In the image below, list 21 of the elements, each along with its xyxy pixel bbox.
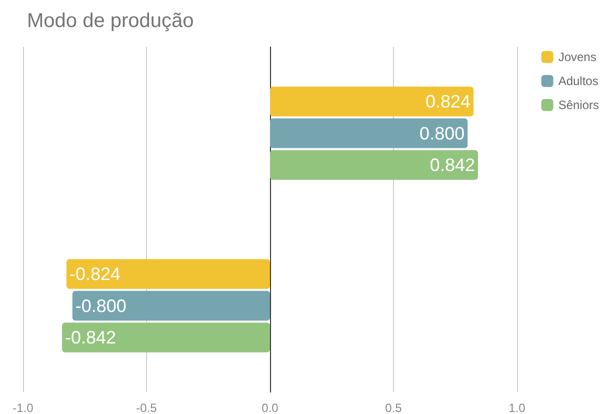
chart-title: Modo de produção [27, 10, 194, 32]
bar [66, 259, 270, 289]
x-tick-label: 0.0 [262, 401, 279, 414]
bar [270, 86, 474, 116]
legend-label: Sêniors [558, 98, 599, 112]
data-label: -0.842 [65, 327, 116, 348]
data-label: 0.800 [420, 123, 465, 144]
data-label: 0.842 [430, 154, 475, 175]
x-tick-label: 1.0 [508, 401, 526, 414]
legend-label: Jovens [558, 50, 596, 64]
data-label: -0.824 [69, 264, 121, 284]
x-tick-label: -1.0 [12, 401, 34, 414]
data-label: -0.800 [75, 296, 126, 316]
bar [62, 322, 270, 352]
bar [270, 118, 468, 148]
legend-label: Adultos [558, 74, 598, 88]
bar [270, 150, 478, 180]
bar [72, 290, 270, 321]
x-tick-label: -0.5 [136, 401, 158, 414]
x-tick-label: 0.5 [385, 401, 402, 414]
data-label: 0.824 [425, 92, 471, 112]
